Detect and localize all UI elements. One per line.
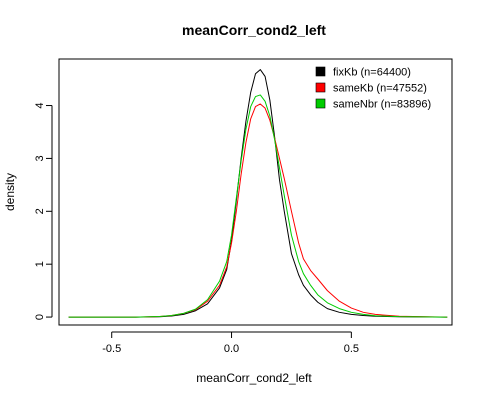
legend-swatch-2: [315, 98, 326, 109]
series-line-0: [68, 69, 448, 318]
series-line-2: [68, 94, 448, 318]
y-axis-label: density: [3, 173, 17, 211]
series-layer: [68, 69, 448, 318]
legend: fixKb (n=64400) sameKb (n=47552) sameNbr (…: [315, 66, 431, 111]
y-tick-label-2: 2: [34, 208, 46, 214]
plot-frame: [58, 58, 453, 326]
series-line-1: [68, 103, 448, 318]
legend-label-1: sameKb (n=47552): [333, 83, 427, 95]
x-axis-label: meanCorr_cond2_left: [196, 371, 312, 385]
x-tick-label-0: -0.5: [102, 343, 121, 355]
chart-title: meanCorr_cond2_left: [182, 22, 326, 38]
legend-label-2: sameNbr (n=83896): [333, 99, 431, 111]
y-tick-label-1: 1: [34, 261, 46, 267]
x-axis: -0.5 0.0 0.5: [102, 331, 359, 355]
y-axis: 0 1 2 3 4: [34, 102, 53, 320]
x-tick-label-2: 0.5: [344, 343, 359, 355]
legend-swatch-0: [315, 66, 326, 77]
legend-label-0: fixKb (n=64400): [333, 67, 411, 79]
y-tick-label-0: 0: [34, 314, 46, 320]
x-tick-label-1: 0.0: [224, 343, 239, 355]
y-tick-label-3: 3: [34, 155, 46, 161]
legend-swatch-1: [315, 82, 326, 93]
y-tick-label-4: 4: [34, 102, 46, 108]
